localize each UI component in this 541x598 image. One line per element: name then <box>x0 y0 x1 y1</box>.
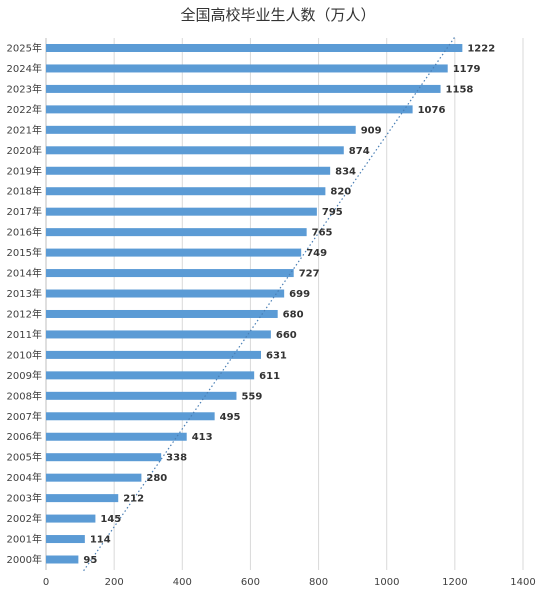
bar <box>46 555 79 564</box>
category-label: 2024年 <box>7 62 42 75</box>
bar <box>46 105 413 114</box>
bar <box>46 453 162 462</box>
data-label: 699 <box>289 289 310 300</box>
bar <box>46 350 261 359</box>
data-label: 114 <box>90 535 111 546</box>
data-label: 212 <box>123 494 144 505</box>
data-label: 874 <box>349 146 370 157</box>
data-label: 631 <box>266 350 287 361</box>
x-tick-label: 0 <box>43 577 49 588</box>
category-label: 2008年 <box>7 389 42 402</box>
data-label: 559 <box>241 391 262 402</box>
data-label: 611 <box>259 371 280 382</box>
bar <box>46 473 142 482</box>
category-label: 2010年 <box>7 348 42 361</box>
category-label: 2021年 <box>7 123 42 136</box>
data-label: 660 <box>276 330 297 341</box>
bar <box>46 309 278 318</box>
bar <box>46 391 237 400</box>
data-label: 1158 <box>446 84 474 95</box>
x-tick-label: 200 <box>105 577 124 588</box>
data-label: 338 <box>166 453 187 464</box>
bar <box>46 125 356 134</box>
bar <box>46 166 331 175</box>
category-label: 2019年 <box>7 164 42 177</box>
data-label: 95 <box>83 555 97 566</box>
category-label: 2003年 <box>7 492 42 505</box>
data-label: 820 <box>330 187 351 198</box>
data-label: 834 <box>335 166 356 177</box>
bar <box>46 514 96 523</box>
category-label: 2016年 <box>7 226 42 239</box>
bars <box>46 44 463 564</box>
data-label: 1222 <box>467 44 495 55</box>
data-label: 495 <box>220 412 241 423</box>
category-label: 2025年 <box>7 42 42 55</box>
bar <box>46 84 441 93</box>
category-label: 2000年 <box>7 553 42 566</box>
data-label: 1179 <box>453 64 481 75</box>
category-label: 2009年 <box>7 369 42 382</box>
bar <box>46 289 285 298</box>
x-tick-label: 1400 <box>510 577 535 588</box>
category-label: 2014年 <box>7 267 42 280</box>
category-label: 2013年 <box>7 287 42 300</box>
bar <box>46 248 302 257</box>
trendline-layer <box>83 36 456 572</box>
data-label: 749 <box>306 248 327 259</box>
bar <box>46 432 187 441</box>
bar <box>46 64 448 73</box>
data-label: 765 <box>312 228 333 239</box>
category-label: 2002年 <box>7 512 42 525</box>
bar <box>46 535 85 544</box>
data-label: 680 <box>283 309 304 320</box>
category-label: 2001年 <box>7 533 42 546</box>
category-label: 2007年 <box>7 410 42 423</box>
category-label: 2011年 <box>7 328 42 341</box>
x-tick-label: 1000 <box>374 577 399 588</box>
category-labels: 2000年 2001年 2002年 2003年 2004年 2005年 2006年 2007年… <box>7 42 42 567</box>
x-tick-label: 600 <box>241 577 260 588</box>
data-label: 909 <box>361 125 382 136</box>
bar <box>46 228 307 237</box>
bar <box>46 146 344 155</box>
x-tick-label: 1200 <box>442 577 467 588</box>
bar <box>46 44 463 52</box>
category-label: 2005年 <box>7 451 42 464</box>
data-label: 413 <box>192 432 213 443</box>
bar <box>46 330 271 339</box>
data-label: 145 <box>100 514 121 525</box>
category-label: 2020年 <box>7 144 42 157</box>
bar <box>46 207 317 216</box>
data-label: 727 <box>299 269 320 280</box>
category-label: 2006年 <box>7 430 42 443</box>
data-label: 1076 <box>418 105 446 116</box>
category-label: 2023年 <box>7 82 42 95</box>
category-label: 2004年 <box>7 471 42 484</box>
chart-title: 全国高校毕业生人数（万人） <box>180 6 375 24</box>
bar <box>46 494 119 503</box>
bar <box>46 269 294 278</box>
bar <box>46 412 215 421</box>
bar <box>46 187 326 196</box>
category-label: 2017年 <box>7 205 42 218</box>
category-label: 2018年 <box>7 185 42 198</box>
trendline <box>83 36 456 572</box>
category-label: 2022年 <box>7 103 42 116</box>
grid-lines <box>45 38 524 570</box>
x-tick-label: 400 <box>173 577 192 588</box>
x-tick-labels: 0 200 400 600 800 1000 1200 1400 <box>43 577 536 588</box>
data-label: 795 <box>322 207 343 218</box>
x-tick-label: 800 <box>309 577 328 588</box>
bar <box>46 371 255 380</box>
data-label: 280 <box>146 473 167 484</box>
category-label: 2012年 <box>7 307 42 320</box>
category-label: 2015年 <box>7 246 42 259</box>
